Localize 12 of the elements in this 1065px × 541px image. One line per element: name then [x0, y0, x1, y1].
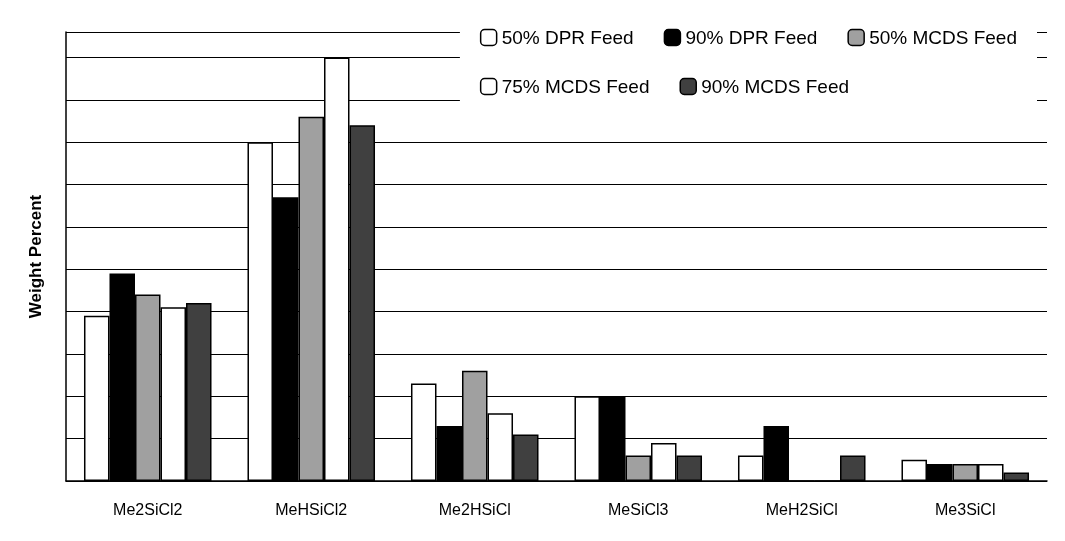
legend-label: 90% DPR Feed — [685, 27, 818, 48]
x-tick-label: Me3SiCl — [935, 500, 996, 518]
x-tick-label: Me2HSiCl — [438, 500, 511, 518]
x-tick-label: MeSiCl3 — [608, 500, 669, 518]
x-tick-label: Me2SiCl2 — [113, 500, 183, 518]
legend-label: 75% MCDS Feed — [501, 76, 650, 97]
y-axis-title: Weight Percent — [26, 194, 45, 319]
legend-label: 90% MCDS Feed — [701, 76, 850, 97]
legend-label: 50% DPR Feed — [501, 27, 634, 48]
x-tick-label: MeH2SiCl — [765, 500, 838, 518]
x-tick-label: MeHSiCl2 — [275, 500, 348, 518]
legend-label: 50% MCDS Feed — [869, 27, 1018, 48]
